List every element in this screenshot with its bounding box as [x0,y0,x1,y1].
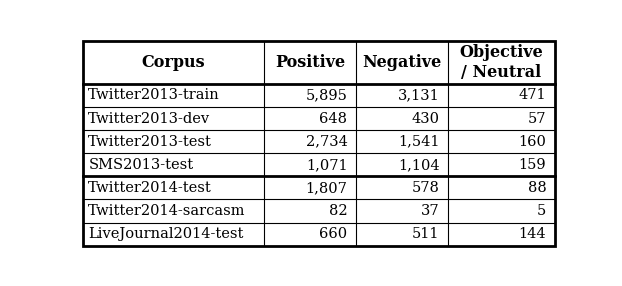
Text: 1,104: 1,104 [397,158,439,172]
Text: Twitter2013-test: Twitter2013-test [88,135,212,149]
Text: Twitter2013-train: Twitter2013-train [88,88,220,102]
Text: 430: 430 [411,112,439,126]
Text: Objective
/ Neutral: Objective / Neutral [460,44,544,81]
Text: 1,541: 1,541 [398,135,439,149]
Text: 660: 660 [319,227,348,241]
Text: 3,131: 3,131 [397,88,439,102]
Text: 82: 82 [329,204,348,218]
Text: 648: 648 [319,112,348,126]
Text: Twitter2013-dev: Twitter2013-dev [88,112,210,126]
Text: 5,895: 5,895 [305,88,348,102]
Text: LiveJournal2014-test: LiveJournal2014-test [88,227,244,241]
Text: 511: 511 [412,227,439,241]
Text: SMS2013-test: SMS2013-test [88,158,193,172]
Text: 5: 5 [537,204,546,218]
Text: 160: 160 [518,135,546,149]
Text: 1,807: 1,807 [305,181,348,195]
Text: Twitter2014-test: Twitter2014-test [88,181,212,195]
Text: Corpus: Corpus [142,54,205,71]
Text: 57: 57 [528,112,546,126]
Text: 1,071: 1,071 [306,158,348,172]
Text: Positive: Positive [275,54,345,71]
Text: 471: 471 [519,88,546,102]
Text: 578: 578 [412,181,439,195]
Text: 159: 159 [519,158,546,172]
Text: Twitter2014-sarcasm: Twitter2014-sarcasm [88,204,246,218]
Text: 144: 144 [519,227,546,241]
Text: 88: 88 [527,181,546,195]
Text: 37: 37 [420,204,439,218]
Text: Negative: Negative [363,54,442,71]
Text: 2,734: 2,734 [305,135,348,149]
